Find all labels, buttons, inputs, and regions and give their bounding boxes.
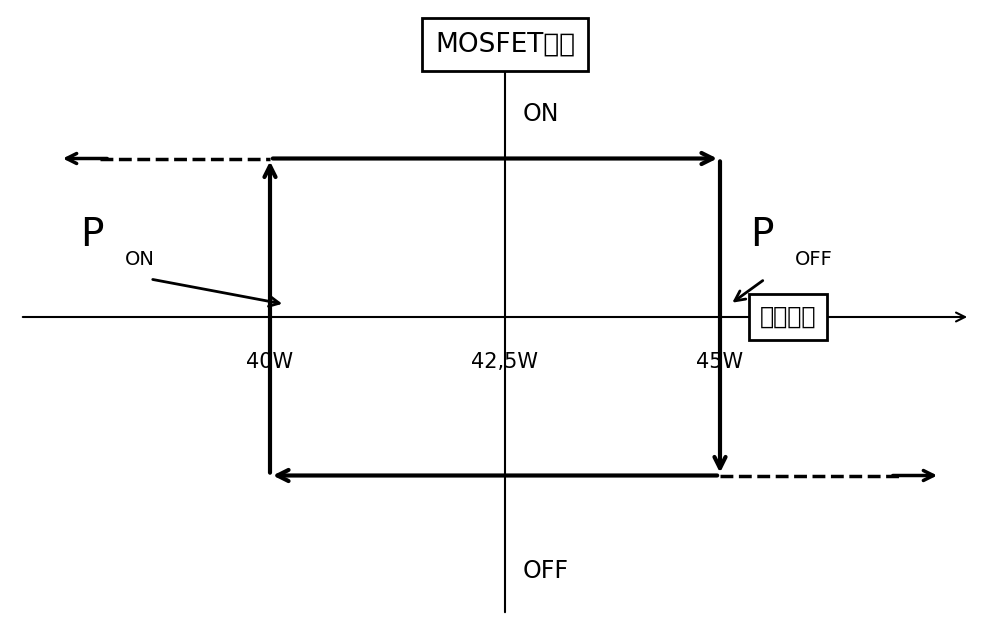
Text: ON: ON bbox=[125, 250, 155, 269]
Text: OFF: OFF bbox=[523, 559, 569, 583]
Text: 42,5W: 42,5W bbox=[472, 352, 538, 372]
Text: ON: ON bbox=[523, 102, 560, 126]
Text: 40W: 40W bbox=[246, 352, 294, 372]
Text: OFF: OFF bbox=[795, 250, 833, 269]
Text: MOSFET命令: MOSFET命令 bbox=[435, 31, 575, 58]
Text: P: P bbox=[750, 216, 774, 254]
Text: P: P bbox=[80, 216, 104, 254]
Text: 输入功率: 输入功率 bbox=[760, 305, 816, 329]
Text: 45W: 45W bbox=[696, 352, 744, 372]
